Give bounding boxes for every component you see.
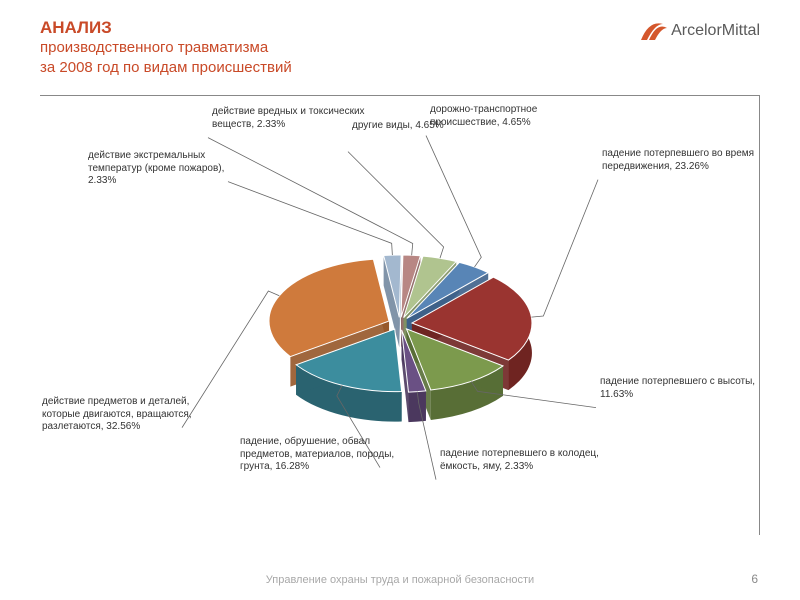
pie-chart: дорожно-транспортное происшествие, 4.65%… xyxy=(40,95,760,535)
slice-label: другие виды, 4.65% xyxy=(352,120,444,133)
slice-label: действие экстремальных температур (кроме… xyxy=(88,150,248,188)
company-logo: ArcelorMittal xyxy=(639,18,760,44)
slice-label: падение потерпевшего в колодец, ёмкость,… xyxy=(440,448,600,473)
slice-label: падение потерпевшего с высоты, 11.63% xyxy=(600,376,759,401)
footer-text: Управление охраны труда и пожарной безоп… xyxy=(0,574,800,586)
title-sub1: производственного травматизма xyxy=(40,38,292,58)
title-main: АНАЛИЗ xyxy=(40,18,292,38)
leader-line xyxy=(228,181,392,254)
slice-label: дорожно-транспортное происшествие, 4.65% xyxy=(430,104,590,129)
slice-label: падение потерпевшего во время передвижен… xyxy=(602,148,759,173)
leader-line xyxy=(426,135,481,266)
logo-swoosh-icon xyxy=(639,18,669,44)
page-title: АНАЛИЗ производственного травматизма за … xyxy=(40,18,292,77)
slice-label: падение, обрушение, обвал предметов, мат… xyxy=(240,436,400,474)
leader-line xyxy=(531,179,598,317)
slice-label: действие предметов и деталей, которые дв… xyxy=(42,396,202,434)
leader-line xyxy=(348,151,444,258)
page-number: 6 xyxy=(751,572,758,586)
logo-text: ArcelorMittal xyxy=(671,22,760,40)
title-sub2: за 2008 год по видам происшествий xyxy=(40,58,292,78)
slice-label: действие вредных и токсических веществ, … xyxy=(212,106,372,131)
